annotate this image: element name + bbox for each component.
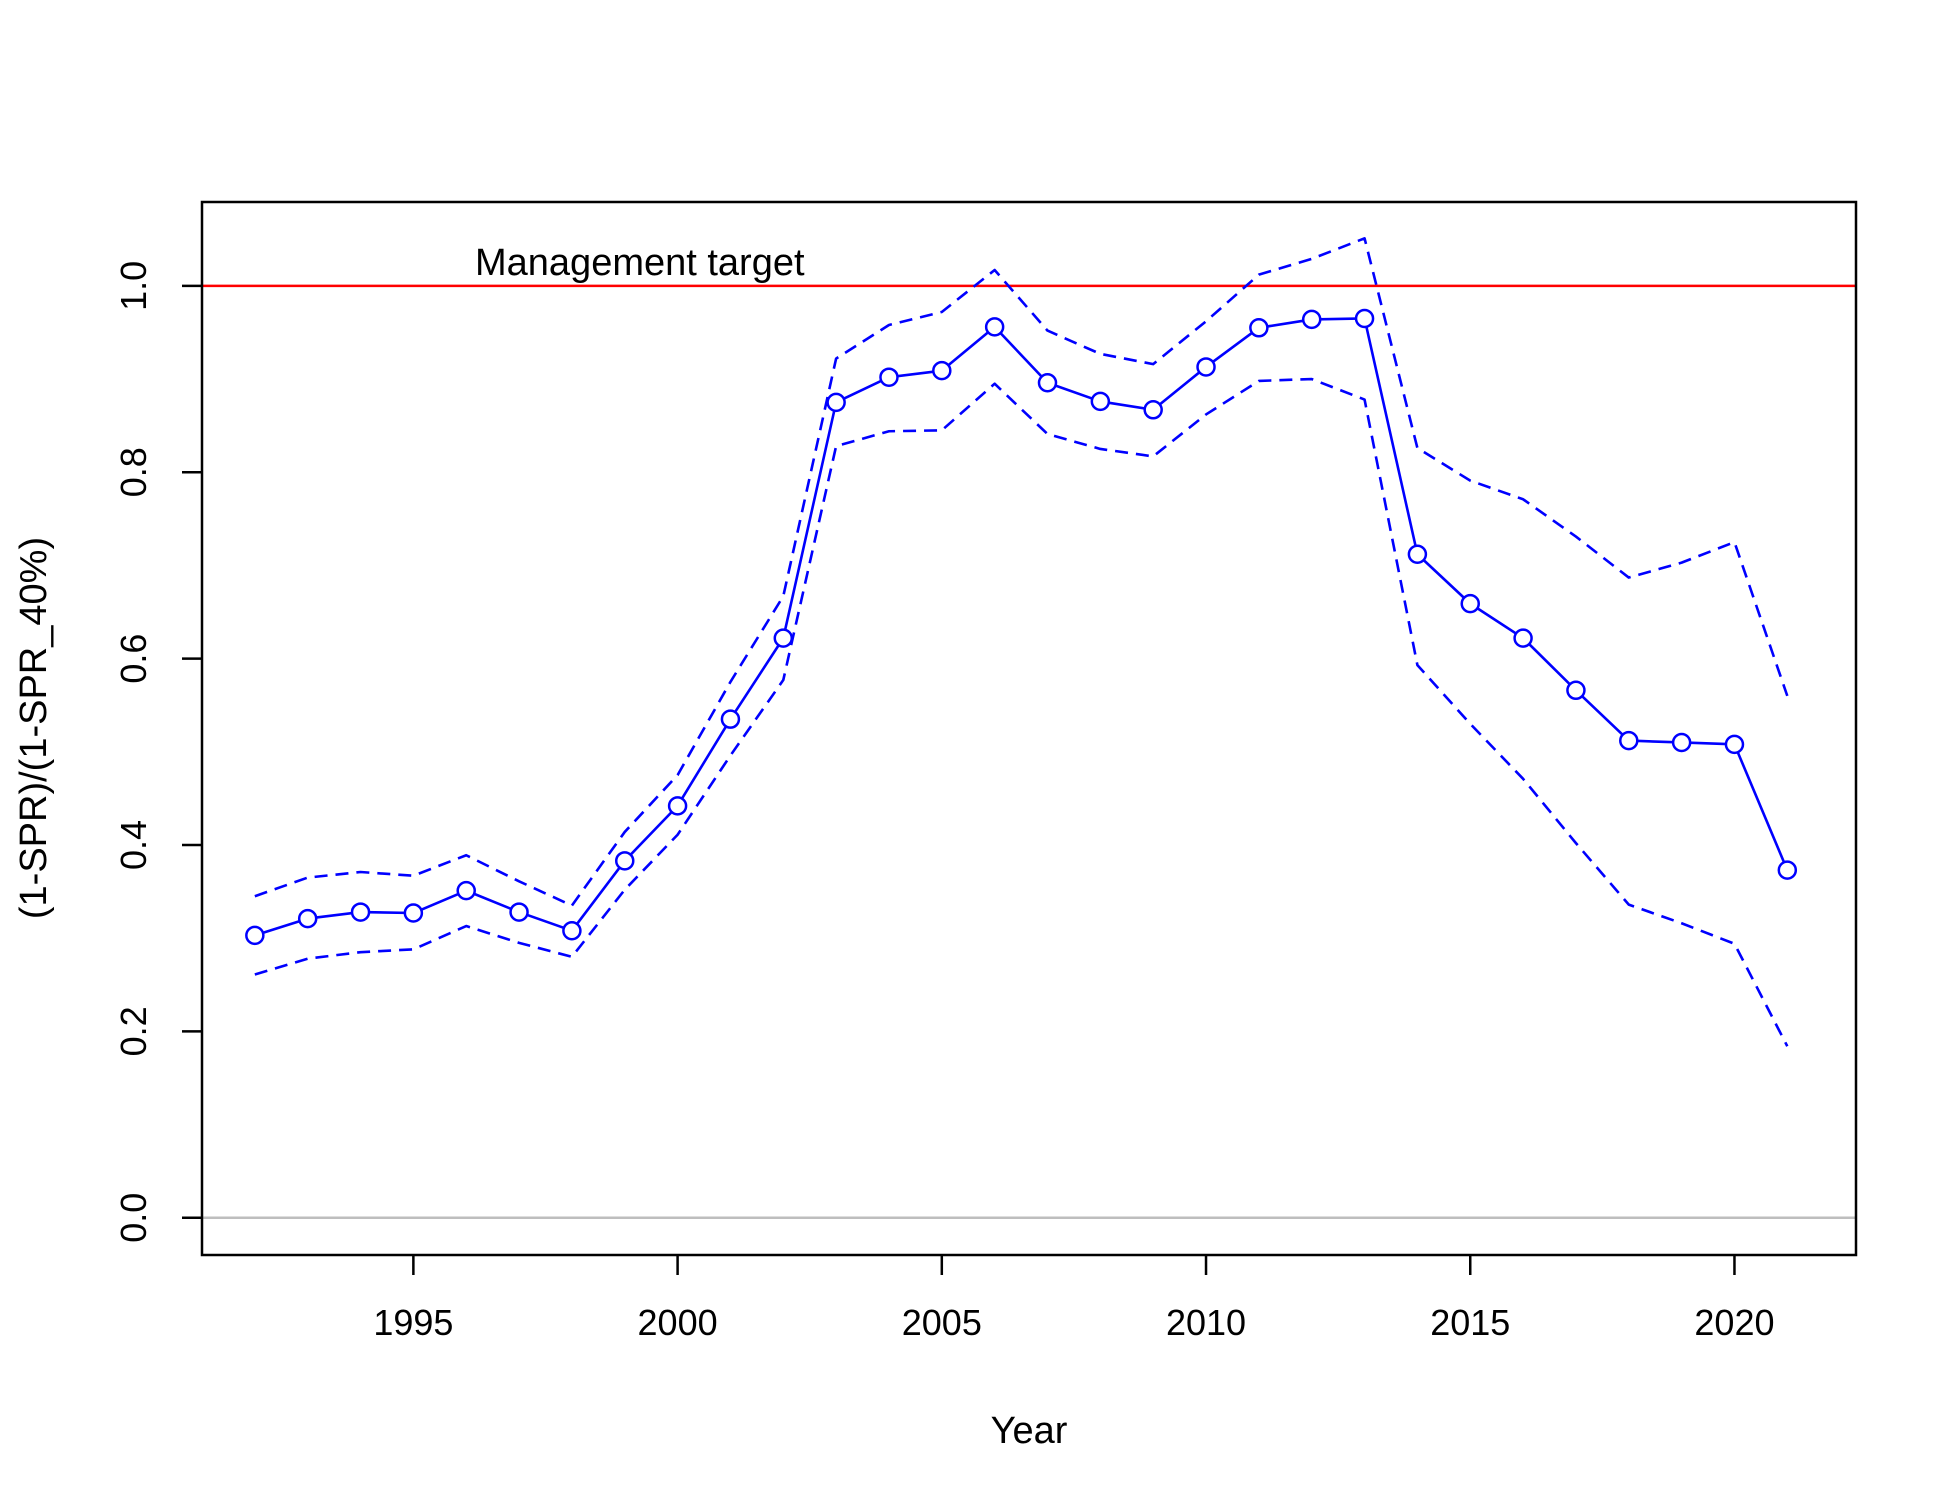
y-tick-label-4: 0.8	[113, 447, 154, 497]
data-point-2021	[1777, 860, 1798, 880]
y-tick-label-2: 0.4	[113, 820, 154, 870]
x-axis-title: Year	[991, 1410, 1068, 1452]
y-tick-label-0: 0.0	[113, 1193, 154, 1243]
data-point-1997	[509, 902, 529, 922]
data-point-2019	[1671, 732, 1692, 753]
data-point-2008	[1090, 391, 1111, 412]
data-point-2007	[1037, 373, 1058, 393]
data-point-2005	[932, 360, 952, 381]
data-point-1995	[403, 903, 424, 923]
series-line-lower-interval	[254, 377, 1789, 1047]
y-axis: 0.0 0.2 0.4 0.6 0.8 1.0	[113, 261, 202, 1243]
data-point-2013	[1354, 308, 1375, 329]
x-axis: 1995 2000 2005 2010 2015 2020	[373, 1255, 1775, 1343]
y-axis-title: (1-SPR)/(1-SPR_40%)	[13, 537, 55, 919]
y-tick-label-1: 0.2	[113, 1006, 154, 1056]
data-point-2001	[720, 709, 741, 729]
reference-lines	[202, 284, 1856, 1219]
data-point-2003	[826, 392, 846, 413]
x-tick-label-1995: 1995	[373, 1302, 453, 1343]
series-line-upper-interval	[254, 237, 1789, 907]
data-point-2011	[1249, 318, 1269, 338]
data-point-2010	[1196, 357, 1216, 377]
marker-layer	[245, 308, 1798, 946]
data-point-1996	[456, 880, 476, 901]
data-point-2000	[667, 796, 688, 816]
management-target-label: Management target	[475, 242, 805, 284]
data-point-2006	[984, 317, 1005, 337]
data-point-2018	[1619, 730, 1639, 751]
data-point-2020	[1724, 734, 1745, 755]
data-point-1999	[614, 851, 635, 871]
data-point-2017	[1566, 680, 1586, 701]
x-tick-label-2010: 2010	[1166, 1302, 1246, 1343]
data-point-2004	[879, 367, 899, 387]
y-tick-label-5: 1.0	[113, 261, 154, 311]
data-point-2016	[1513, 628, 1533, 648]
data-point-1994	[350, 902, 371, 922]
x-tick-label-2015: 2015	[1430, 1302, 1510, 1343]
data-point-2002	[773, 628, 794, 648]
data-point-2009	[1143, 400, 1163, 420]
y-tick-label-3: 0.6	[113, 634, 154, 684]
plot-frame	[200, 200, 1858, 1257]
x-tick-label-2000: 2000	[638, 1302, 718, 1343]
data-point-2012	[1301, 309, 1322, 330]
data-point-2015	[1460, 593, 1480, 614]
data-point-1998	[562, 920, 582, 941]
data-point-2014	[1407, 544, 1428, 564]
data-point-1993	[297, 908, 318, 929]
data-point-1992	[245, 925, 265, 946]
x-tick-label-2020: 2020	[1694, 1302, 1774, 1343]
x-tick-label-2005: 2005	[902, 1302, 982, 1343]
